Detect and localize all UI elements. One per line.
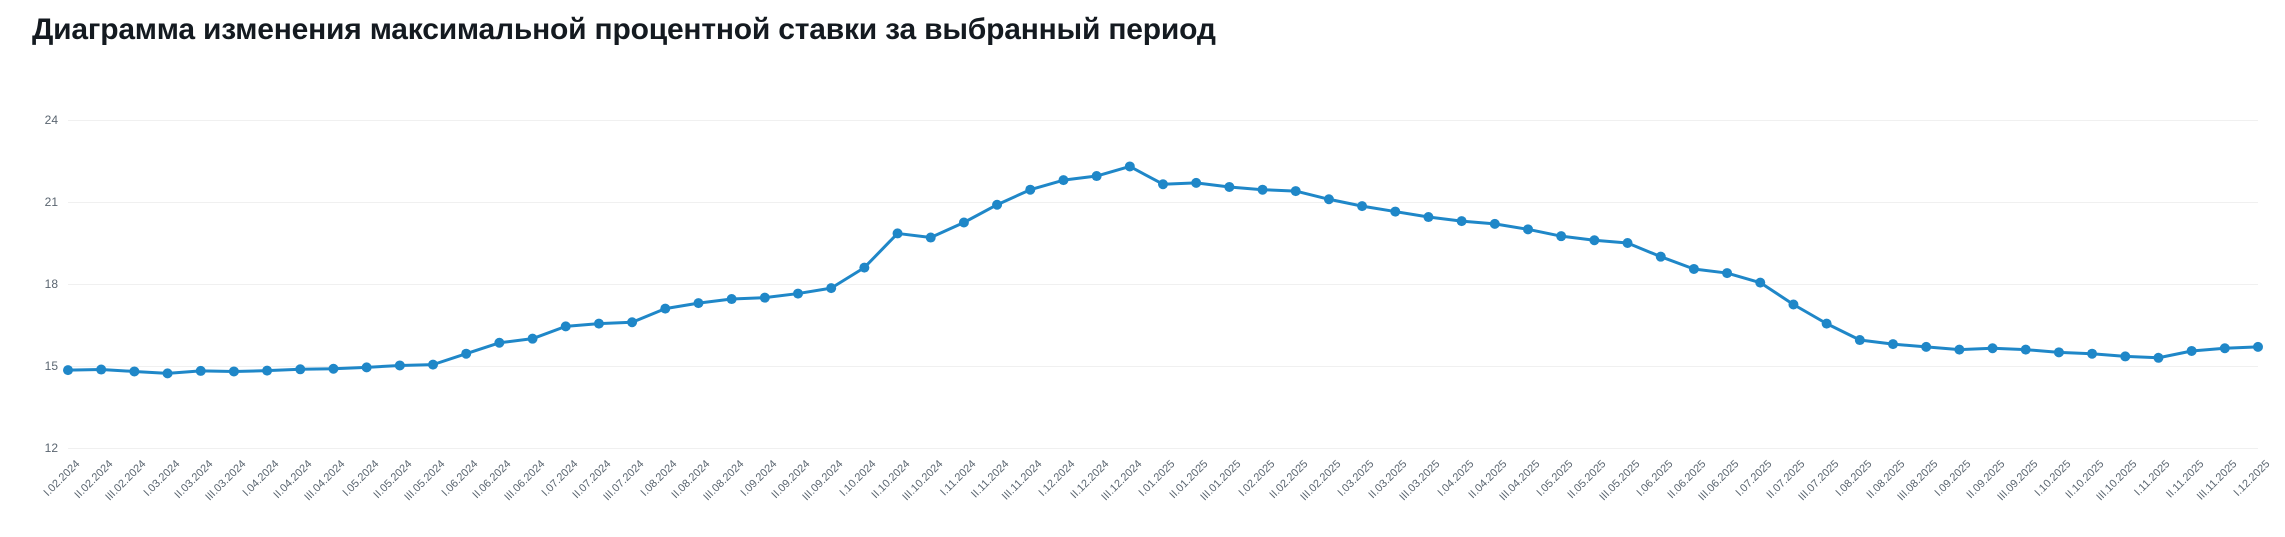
- y-tick-label: 21: [44, 195, 58, 209]
- gridline: [68, 120, 2258, 121]
- y-tick-label: 24: [44, 113, 58, 127]
- y-tick-label: 15: [44, 359, 58, 373]
- y-tick-label: 12: [44, 441, 58, 455]
- y-tick-label: 18: [44, 277, 58, 291]
- page-title: Диаграмма изменения максимальной процент…: [32, 13, 1216, 46]
- gridline: [68, 448, 2258, 449]
